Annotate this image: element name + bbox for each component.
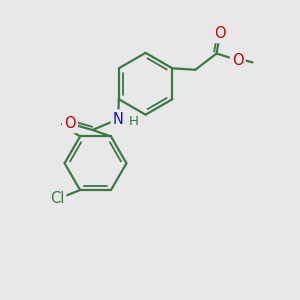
Text: O: O xyxy=(64,116,76,131)
Text: O: O xyxy=(214,26,226,41)
Text: Cl: Cl xyxy=(50,191,64,206)
Text: N: N xyxy=(113,112,124,127)
Text: H: H xyxy=(129,115,138,128)
Text: O: O xyxy=(232,52,244,68)
